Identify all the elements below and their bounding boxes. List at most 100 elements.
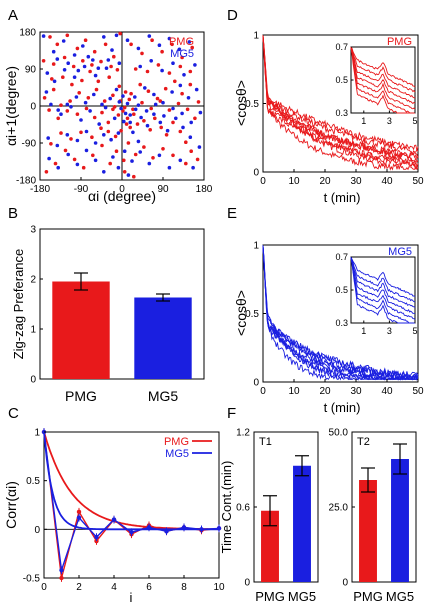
scatter-point-pmg (59, 103, 63, 107)
x-axis-label: t (min) (324, 400, 361, 415)
inset-curve (350, 47, 415, 114)
inset-y-tick-label: 0.3 (335, 108, 348, 118)
scatter-point-pmg (51, 62, 56, 66)
scatter-point-mg5 (55, 143, 60, 148)
scatter-point-pmg (131, 107, 135, 112)
scatter-point-pmg (70, 82, 74, 87)
data-point-mg5 (199, 527, 204, 532)
scatter-point-mg5 (186, 96, 191, 100)
scatter-point-mg5 (103, 105, 108, 110)
y-tick-label: 90 (25, 65, 37, 76)
scatter-point-mg5 (133, 95, 137, 99)
x-tick-label: 30 (350, 386, 362, 397)
inset-x-tick-label: 3 (387, 116, 392, 126)
y-axis-label: <cosθ> (233, 80, 249, 126)
x-tick-label: 8 (181, 582, 187, 593)
scatter-point-mg5 (96, 66, 101, 70)
legend-label-mg5: MG5 (170, 48, 194, 60)
scatter-point-mg5 (91, 58, 95, 62)
scatter-point-pmg (113, 134, 118, 139)
x-tick-label: 90 (157, 184, 169, 195)
scatter-point-pmg (184, 140, 188, 144)
scatter-point-mg5 (158, 120, 163, 125)
inset-curve (350, 256, 416, 308)
scatter-point-mg5 (45, 71, 50, 75)
y-tick-label: 0 (253, 168, 259, 179)
y-tick-label: 0.5 (245, 99, 259, 110)
inset-y-tick-label: 0.5 (335, 75, 348, 85)
scatter-point-pmg (176, 101, 181, 106)
scatter-point-pmg (132, 174, 136, 179)
scatter-point-mg5 (74, 95, 79, 99)
category-label: MG5 (288, 589, 316, 604)
scatter-point-mg5 (52, 79, 57, 84)
scatter-point-mg5 (100, 102, 104, 107)
legend-label-pmg: PMG (169, 36, 194, 48)
scatter-point-mg5 (62, 68, 67, 72)
inset-curve (350, 257, 415, 324)
scatter-point-pmg (75, 112, 80, 116)
scatter-point-mg5 (182, 73, 186, 77)
x-tick-label: 6 (146, 582, 152, 593)
scatter-point-mg5 (131, 130, 135, 135)
scatter-point-mg5 (116, 165, 121, 170)
scatter-point-pmg (111, 107, 115, 112)
bar-pmg (261, 510, 279, 582)
scatter-point-pmg (92, 49, 97, 54)
data-point-mg5 (94, 534, 99, 540)
scatter-point-pmg (55, 42, 60, 47)
scatter-point-mg5 (109, 137, 113, 142)
scatter-point-pmg (145, 69, 150, 74)
scatter-point-pmg (61, 75, 65, 79)
inset-curve (350, 256, 416, 303)
scatter-point-mg5 (188, 135, 193, 139)
scatter-point-mg5 (187, 40, 192, 44)
scatter-point-pmg (41, 59, 46, 63)
y-tick-label: -90 (22, 139, 37, 150)
y-tick-label: 180 (19, 28, 36, 39)
scatter-point-mg5 (117, 61, 122, 65)
inset-curve (350, 47, 416, 93)
y-tick-label: 0.5 (26, 476, 40, 487)
scatter-point-mg5 (174, 116, 178, 121)
scatter-point-mg5 (121, 94, 125, 98)
inset-x-tick-label: 5 (412, 116, 417, 126)
scatter-point-pmg (63, 148, 68, 153)
scatter-point-pmg (72, 157, 77, 162)
scatter-point-pmg (125, 116, 130, 121)
scatter-point-mg5 (167, 36, 172, 41)
data-point-mg5 (216, 526, 222, 531)
y-tick-label: 2 (30, 275, 36, 286)
y-tick-label: 25.0 (329, 503, 349, 514)
scatter-point-mg5 (122, 149, 127, 153)
scatter-point-pmg (62, 55, 67, 60)
data-point-pmg (76, 509, 82, 515)
scatter-point-mg5 (157, 153, 162, 158)
scatter-point-pmg (133, 67, 138, 71)
y-tick-label: 0 (30, 375, 36, 386)
data-point-mg5 (111, 517, 117, 522)
decay-curve (262, 245, 419, 381)
inset-curve (350, 257, 416, 320)
scatter-point-pmg (119, 128, 123, 133)
y-tick-label: 1 (253, 241, 259, 252)
scatter-point-pmg (128, 125, 132, 130)
y-tick-label: 1 (34, 428, 40, 439)
scatter-point-pmg (184, 161, 188, 166)
decay-curve (262, 38, 419, 162)
scatter-point-pmg (71, 64, 76, 69)
scatter-point-mg5 (152, 92, 156, 97)
scatter-point-pmg (159, 125, 163, 130)
scatter-point-pmg (149, 106, 153, 111)
scatter-point-mg5 (116, 131, 121, 135)
scatter-point-mg5 (130, 159, 134, 163)
scatter-point-pmg (167, 108, 172, 112)
decay-curve (262, 34, 419, 155)
scatter-point-pmg (83, 38, 88, 42)
inset-y-tick-label: 0.7 (335, 252, 348, 262)
scatter-point-pmg (100, 110, 104, 115)
x-tick-label: 4 (111, 582, 117, 593)
scatter-point-pmg (106, 129, 111, 134)
scatter-point-pmg (122, 105, 127, 110)
